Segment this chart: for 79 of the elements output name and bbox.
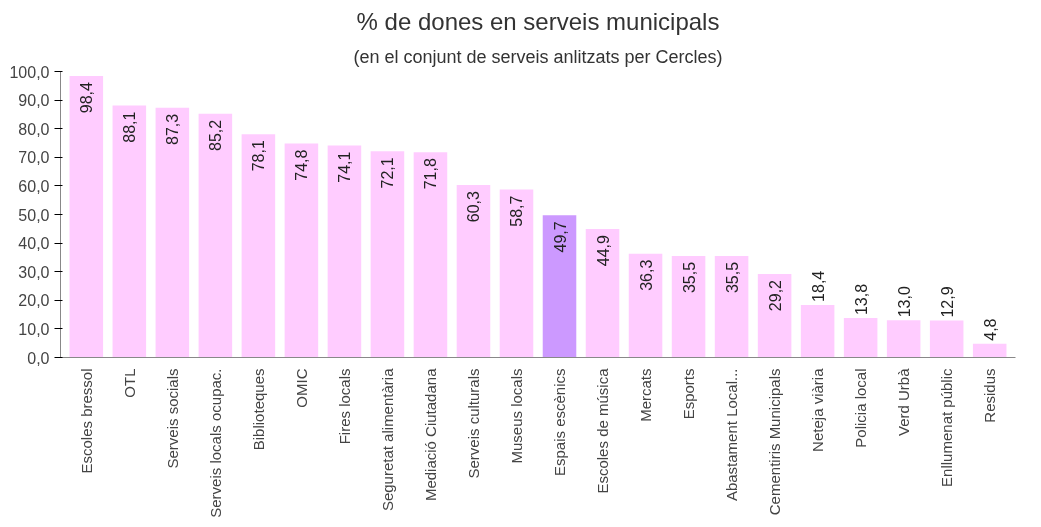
x-tick-label: Serveis socials xyxy=(163,368,181,469)
x-tick-label: Serveis culturals xyxy=(464,368,482,479)
bar xyxy=(370,151,405,358)
data-label: 60,3 xyxy=(465,190,483,223)
bar xyxy=(671,255,706,358)
data-label: 18,4 xyxy=(809,270,827,302)
bar xyxy=(886,320,921,358)
data-label: 13,0 xyxy=(895,286,913,318)
y-tick-label: 30,0 xyxy=(18,263,50,281)
bar xyxy=(714,255,749,358)
x-tick-label: OMIC xyxy=(292,368,310,408)
data-label: 74,1 xyxy=(336,151,354,183)
bar xyxy=(155,107,190,358)
y-tick-label: 10,0 xyxy=(18,320,50,338)
x-tick-label: Esports xyxy=(680,368,698,420)
data-label: 4,8 xyxy=(981,318,999,341)
bar xyxy=(456,185,491,358)
bar xyxy=(757,273,792,358)
bar xyxy=(843,318,878,358)
data-label: 74,8 xyxy=(293,149,311,181)
bar xyxy=(112,105,147,358)
y-tick-label: 100,0 xyxy=(9,63,50,81)
bar xyxy=(542,215,577,358)
data-label: 35,5 xyxy=(680,261,698,294)
x-tick-label: Escoles bressol xyxy=(77,368,95,474)
chart-title: % de dones en serveis municipals xyxy=(356,7,720,35)
y-tick-label: 60,0 xyxy=(18,177,50,195)
data-label: 29,2 xyxy=(766,279,784,312)
y-tick-label: 80,0 xyxy=(18,120,50,138)
y-tick-label: 50,0 xyxy=(18,206,50,224)
x-tick-label: Espais escènics xyxy=(551,368,569,477)
x-tick-label: Verd Urbà xyxy=(895,367,913,437)
x-tick-label: Policia local xyxy=(852,368,870,448)
x-tick-label: Enllumenat públic xyxy=(938,368,956,487)
data-label: 49,7 xyxy=(551,221,569,253)
x-tick-label: Museus locals xyxy=(507,368,525,464)
x-tick-label: Serveis locals ocupac. xyxy=(206,368,224,518)
data-label: 72,1 xyxy=(379,157,397,189)
y-tick-label: 0,0 xyxy=(27,349,50,367)
x-tick-label: Neteja viària xyxy=(809,367,827,452)
data-label: 85,2 xyxy=(207,119,225,151)
bar xyxy=(413,152,448,358)
data-label: 71,8 xyxy=(422,158,440,190)
y-tick-label: 70,0 xyxy=(18,149,50,167)
data-label: 36,3 xyxy=(637,259,655,291)
bar xyxy=(929,320,964,358)
y-tick-label: 40,0 xyxy=(18,235,50,253)
data-label: 98,4 xyxy=(78,81,96,114)
data-label: 58,7 xyxy=(508,195,526,227)
data-label: 13,8 xyxy=(852,283,870,316)
x-tick-label: Fires locals xyxy=(335,368,353,445)
data-label: 87,3 xyxy=(164,113,182,145)
bar xyxy=(972,343,1007,358)
bar xyxy=(800,304,835,358)
x-tick-label: Biblioteques xyxy=(249,368,267,451)
bar xyxy=(241,134,276,358)
data-label: 44,9 xyxy=(594,234,612,267)
y-tick-label: 20,0 xyxy=(18,292,50,310)
data-label: 12,9 xyxy=(938,286,956,318)
x-tick-label: Mercats xyxy=(637,368,655,422)
bar xyxy=(69,76,104,358)
y-tick-label: 90,0 xyxy=(18,92,50,110)
bar xyxy=(499,189,534,358)
x-tick-label: Seguretat alimentària xyxy=(378,367,396,512)
chart-subtitle: (en el conjunt de serveis anlitzats per Cercles) xyxy=(353,46,723,67)
x-tick-label: Residus xyxy=(981,368,999,423)
x-tick-label: Cementiris Municipals xyxy=(766,368,784,516)
bar xyxy=(284,143,319,358)
data-label: 88,1 xyxy=(121,111,139,143)
data-label: 78,1 xyxy=(250,140,268,172)
bar xyxy=(628,253,663,358)
bar xyxy=(327,145,362,358)
x-tick-label: Mediació Ciutadana xyxy=(421,367,439,502)
x-tick-label: OTL xyxy=(120,368,138,398)
bar xyxy=(198,113,233,358)
data-label: 35,5 xyxy=(723,261,741,294)
x-tick-label: Escoles de música xyxy=(594,367,612,494)
bar xyxy=(585,229,620,358)
x-tick-label: Abastament Local... xyxy=(723,368,741,502)
